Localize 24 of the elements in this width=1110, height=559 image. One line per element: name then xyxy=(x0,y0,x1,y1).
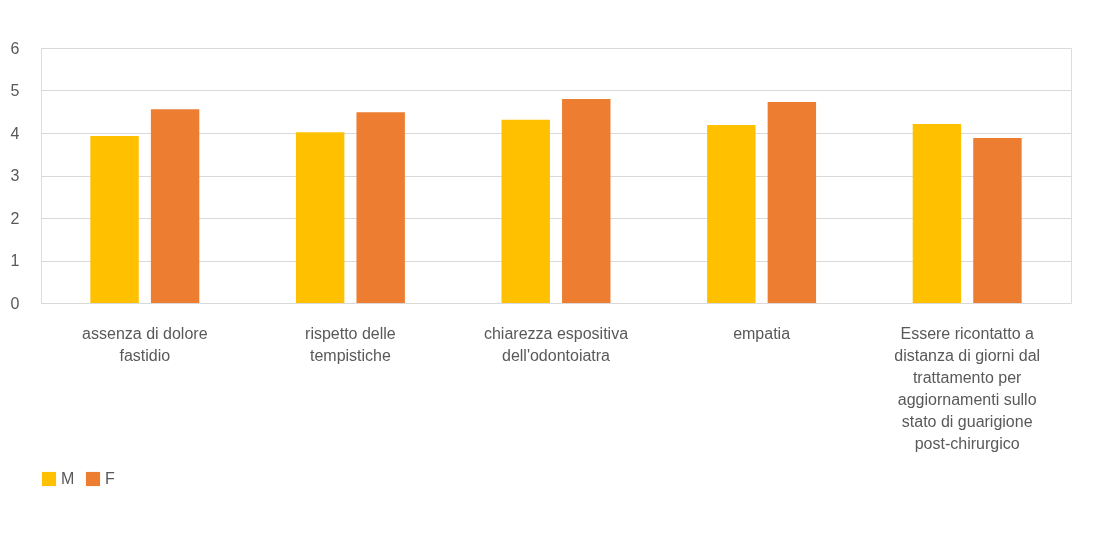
bar xyxy=(912,124,962,303)
y-tick-label: 1 xyxy=(10,252,20,269)
y-tick-label: 6 xyxy=(10,39,20,57)
y-tick-label: 4 xyxy=(10,124,20,142)
x-tick-label: Essere ricontatto a distanza di giorni dal trattamento per aggiornamenti sullo stato di guarigione post-chirurgico xyxy=(894,324,1041,452)
y-tick-label: 2 xyxy=(10,209,20,227)
bar xyxy=(356,112,405,303)
y-tick-label: 5 xyxy=(10,82,20,99)
bar xyxy=(150,109,200,303)
legend-label: F xyxy=(105,470,115,487)
x-tick-label: assenza di dolore fastidio xyxy=(82,324,208,364)
bar xyxy=(707,124,756,303)
bar xyxy=(501,119,550,303)
bar xyxy=(767,101,817,303)
x-tick-label: empatia xyxy=(733,324,791,342)
legend-label: M xyxy=(61,470,75,487)
bar xyxy=(562,99,611,303)
bar xyxy=(90,135,139,303)
bar xyxy=(973,138,1022,303)
x-tick-label: chiarezza espositiva dell'odontoiatra xyxy=(483,324,629,364)
y-tick-label: 0 xyxy=(10,294,20,312)
bar xyxy=(295,132,345,303)
x-tick-label: rispetto delle tempistiche xyxy=(305,324,396,364)
y-tick-label: 3 xyxy=(10,167,20,184)
